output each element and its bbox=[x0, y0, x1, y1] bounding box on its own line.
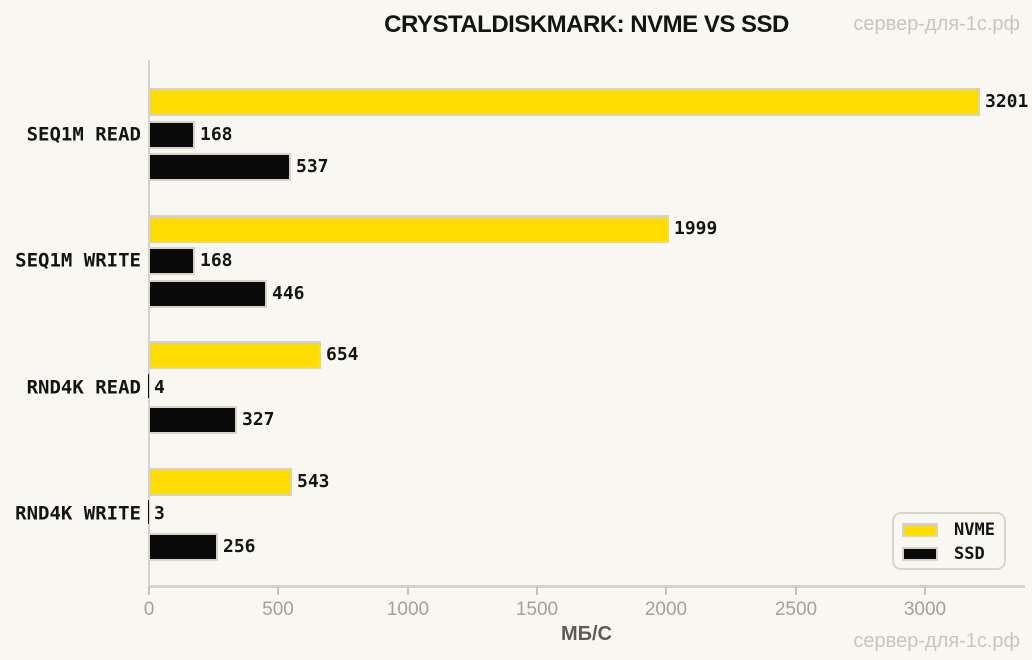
bar-value-label: 543 bbox=[297, 470, 330, 492]
x-axis-line bbox=[148, 585, 1025, 588]
chart-title: CRYSTALDISKMARK: NVME VS SSD bbox=[384, 11, 789, 38]
category-label: RND4K WRITE bbox=[15, 502, 141, 525]
bar-value-label: 446 bbox=[272, 282, 305, 304]
x-tick-label: 2000 bbox=[644, 599, 688, 620]
x-tick-label: 2500 bbox=[774, 599, 818, 620]
legend-item-ssd: SSD bbox=[902, 542, 1004, 566]
legend-label-ssd: SSD bbox=[954, 543, 985, 564]
plot-area: 3201 168 537 1999 168 446 654 4 327 543 3 256 0 500 1… bbox=[144, 60, 1029, 619]
bar-value-label: 3 bbox=[154, 503, 165, 524]
legend-swatch-ssd bbox=[902, 547, 938, 561]
legend-swatch-nvme bbox=[902, 523, 938, 537]
bar-value-label: 537 bbox=[296, 156, 329, 177]
category-label: SEQ1M READ bbox=[26, 123, 141, 145]
bar bbox=[148, 88, 980, 116]
bar bbox=[148, 532, 218, 561]
watermark-top: сервер-для-1с.рф bbox=[853, 13, 1020, 35]
legend: NVME SSD bbox=[892, 512, 1006, 570]
bar bbox=[148, 153, 291, 181]
x-tick-label: 500 bbox=[262, 599, 294, 620]
legend-label-nvme: NVME bbox=[954, 519, 995, 540]
x-tick-label: 1000 bbox=[386, 599, 430, 620]
bar bbox=[148, 406, 237, 434]
bar-value-label: 256 bbox=[223, 535, 256, 557]
y-axis-line bbox=[148, 60, 150, 586]
bar-value-label: 654 bbox=[326, 344, 359, 365]
x-tick bbox=[924, 587, 926, 595]
x-tick-label: 0 bbox=[143, 599, 155, 620]
x-tick bbox=[795, 587, 797, 595]
bar bbox=[148, 373, 149, 398]
x-tick-label: 3000 bbox=[903, 599, 947, 620]
bar bbox=[148, 500, 149, 524]
bar bbox=[148, 279, 267, 308]
bar bbox=[148, 467, 292, 496]
x-tick bbox=[407, 587, 409, 595]
x-tick bbox=[277, 587, 279, 595]
watermark-bottom: сервер-для-1с.рф bbox=[853, 630, 1020, 652]
x-tick-label: 1500 bbox=[515, 599, 559, 620]
bar-value-label: 168 bbox=[200, 123, 233, 145]
bar-value-label: 3201 bbox=[985, 91, 1029, 112]
bar bbox=[148, 341, 321, 369]
bar-value-label: 1999 bbox=[674, 217, 718, 239]
bar bbox=[148, 214, 669, 243]
bar bbox=[148, 247, 195, 275]
bar-value-label: 168 bbox=[200, 250, 233, 271]
x-tick bbox=[536, 587, 538, 595]
bar-value-label: 327 bbox=[242, 409, 275, 430]
category-label: RND4K READ bbox=[26, 376, 141, 398]
x-axis-label: МБ/С bbox=[560, 623, 613, 645]
bar-value-label: 4 bbox=[154, 376, 165, 398]
legend-item-nvme: NVME bbox=[902, 518, 1004, 542]
x-tick bbox=[148, 587, 150, 595]
bar bbox=[148, 120, 195, 149]
category-label: SEQ1M WRITE bbox=[15, 249, 141, 272]
x-tick bbox=[665, 587, 667, 595]
